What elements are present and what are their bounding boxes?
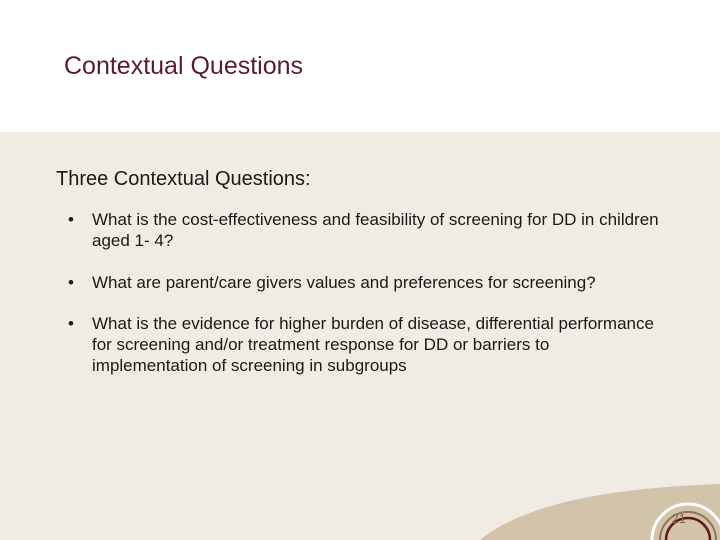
footer-ornament <box>480 480 720 540</box>
bullet-item: What is the cost-effectiveness and feasi… <box>56 209 664 252</box>
page-number: 21 <box>672 511 686 526</box>
slide-title: Contextual Questions <box>64 52 720 81</box>
ornament-arc-white <box>652 504 720 540</box>
bullet-item: What is the evidence for higher burden o… <box>56 313 664 377</box>
slide: Contextual Questions Three Contextual Qu… <box>0 0 720 540</box>
bullet-list: What is the cost-effectiveness and feasi… <box>56 209 664 377</box>
ornament-svg <box>480 480 720 540</box>
bullet-item: What are parent/care givers values and p… <box>56 272 664 293</box>
ornament-arc-brown <box>660 512 716 540</box>
title-region: Contextual Questions <box>0 0 720 132</box>
body-region: Three Contextual Questions: What is the … <box>0 132 720 540</box>
subheading: Three Contextual Questions: <box>56 168 664 191</box>
